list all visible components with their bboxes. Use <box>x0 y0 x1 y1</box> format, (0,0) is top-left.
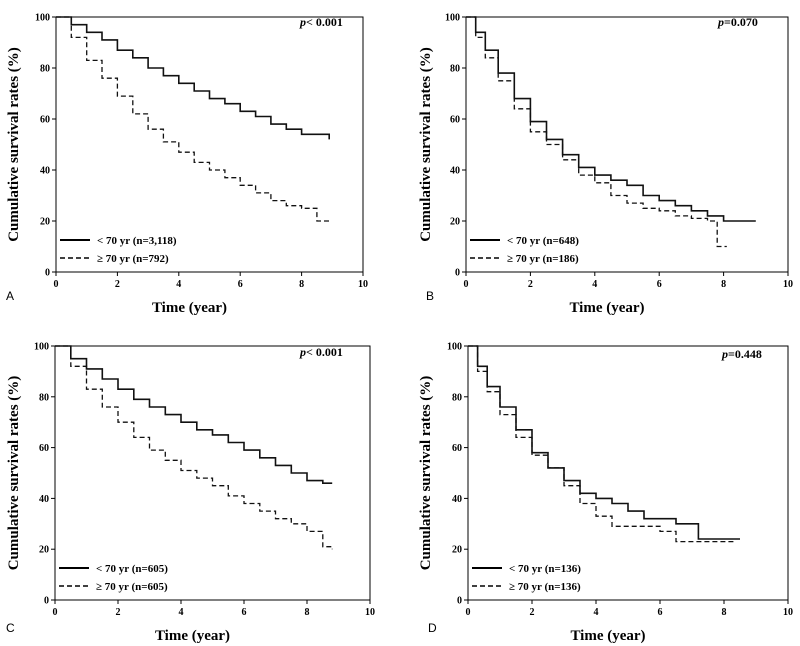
panel-a-series-over70-line <box>56 16 330 222</box>
panel-d-xtick-label: 0 <box>466 607 471 618</box>
panel-d-legend-label-2: ≥ 70 yr (n=136) <box>509 581 581 593</box>
panel-c-legend-label-1: < 70 yr (n=605) <box>96 563 168 575</box>
panel-a-x-axis-title: Time (year) <box>152 300 227 316</box>
panel-d-xtick-label: 6 <box>658 607 663 618</box>
panel-b-legend-label-2: ≥ 70 yr (n=186) <box>507 253 579 265</box>
panel-c: 0 20 40 60 80 100 0 2 4 6 8 10 Time (year) Cumulative… <box>6 342 375 645</box>
panel-a-xtick-label: 8 <box>299 279 304 290</box>
panel-c-ytick-label: 60 <box>39 443 49 454</box>
panel-d-series-under70-line <box>468 345 740 540</box>
panel-c-p-symbol: p <box>299 345 306 359</box>
panel-c-xtick-label: 8 <box>305 607 310 618</box>
panel-d-xtick-label: 8 <box>722 607 727 618</box>
panel-d-ytick-label: 20 <box>452 545 462 556</box>
panel-a-plot-frame <box>55 16 364 273</box>
panel-b-p-number: =0.070 <box>724 15 758 29</box>
panel-b-ytick-label: 100 <box>445 13 460 24</box>
panel-c-plot-frame <box>54 345 371 601</box>
panel-b-ytick-label: 0 <box>455 268 460 279</box>
panel-d-ytick-label: 40 <box>452 494 462 505</box>
panel-b-xtick-label: 4 <box>592 279 597 290</box>
panel-b-x-axis-title: Time (year) <box>569 300 644 316</box>
panel-b-p-symbol: p <box>717 15 724 29</box>
panel-b-ytick-label: 80 <box>450 64 460 75</box>
panel-c-x-axis-title: Time (year) <box>155 628 230 644</box>
panel-a-xtick-label: 10 <box>358 279 368 290</box>
panel-a-ytick-label: 60 <box>40 115 50 126</box>
panel-a-ytick-label: 0 <box>45 268 50 279</box>
panel-c-xtick-label: 4 <box>179 607 184 618</box>
panel-a-letter: A <box>6 289 14 303</box>
panel-b-legend-label-1: < 70 yr (n=648) <box>507 235 579 247</box>
panel-a-p-number: < 0.001 <box>306 15 343 29</box>
panel-c-ytick-label: 0 <box>44 596 49 607</box>
panel-c-series-over70-line <box>55 345 333 550</box>
panel-d-x-axis-title: Time (year) <box>570 628 645 644</box>
panel-d-ytick-label: 100 <box>447 342 462 353</box>
panel-d-p-value: p=0.448 <box>721 347 762 361</box>
panel-a-ytick-label: 80 <box>40 64 50 75</box>
panel-b: 0 20 40 60 80 100 0 2 4 6 8 10 Time (year) Cumulative… <box>418 13 793 317</box>
panel-b-ytick-label: 20 <box>450 217 460 228</box>
panel-d-xtick-label: 2 <box>530 607 535 618</box>
panel-d-legend-label-1: < 70 yr (n=136) <box>509 563 581 575</box>
panel-c-p-number: < 0.001 <box>306 345 343 359</box>
panel-d-p-symbol: p <box>721 347 728 361</box>
panel-b-xtick-label: 8 <box>721 279 726 290</box>
panel-b-ytick-label: 60 <box>450 115 460 126</box>
panel-b-xtick-label: 10 <box>783 279 793 290</box>
panel-c-legend-label-2: ≥ 70 yr (n=605) <box>96 581 168 593</box>
panel-b-plot-frame <box>465 16 789 273</box>
panel-d-xtick-label: 10 <box>783 607 793 618</box>
panel-c-ytick-label: 100 <box>34 342 49 353</box>
panel-a-xtick-label: 2 <box>115 279 120 290</box>
panel-b-xtick-label: 6 <box>657 279 662 290</box>
panel-a-y-axis-title: Cumulative survival rates (%) <box>6 47 22 242</box>
panel-d-y-axis-title: Cumulative survival rates (%) <box>418 376 434 571</box>
panel-b-letter: B <box>426 289 434 303</box>
panel-d-ytick-label: 0 <box>457 596 462 607</box>
panel-c-ytick-label: 80 <box>39 392 49 403</box>
panel-b-xtick-label: 2 <box>528 279 533 290</box>
panel-d-letter: D <box>428 621 437 635</box>
panel-d-ytick-label: 80 <box>452 392 462 403</box>
panel-a: 0 20 40 60 80 100 0 2 4 6 8 10 Time (year) Cumulative… <box>6 13 368 317</box>
panel-b-y-axis-title: Cumulative survival rates (%) <box>418 47 434 242</box>
panel-c-xtick-label: 2 <box>116 607 121 618</box>
panel-d: 0 20 40 60 80 100 0 2 4 6 8 10 Time (year) Cumulative… <box>418 342 793 645</box>
panel-b-ytick-label: 40 <box>450 166 460 177</box>
panel-c-xtick-label: 0 <box>53 607 58 618</box>
panel-a-ytick-label: 40 <box>40 166 50 177</box>
panel-a-p-value: p< 0.001 <box>299 15 343 29</box>
panel-a-xtick-label: 4 <box>176 279 181 290</box>
panel-b-xtick-label: 0 <box>464 279 469 290</box>
panel-a-legend-label-1: < 70 yr (n=3,118) <box>97 235 177 247</box>
panel-d-xtick-label: 4 <box>594 607 599 618</box>
panel-a-xtick-label: 0 <box>54 279 59 290</box>
panel-d-series-over70-line <box>468 345 734 543</box>
panel-a-xtick-label: 6 <box>238 279 243 290</box>
panel-c-series-under70-line <box>55 345 333 484</box>
panel-d-plot-frame <box>467 345 789 601</box>
panel-a-series-under70-line <box>56 16 330 140</box>
panel-d-p-number: =0.448 <box>728 347 762 361</box>
panel-c-xtick-label: 10 <box>365 607 375 618</box>
panel-b-series-under70-line <box>466 16 756 222</box>
panel-c-ytick-label: 20 <box>39 545 49 556</box>
panel-b-p-value: p=0.070 <box>717 15 758 29</box>
panel-c-ytick-label: 40 <box>39 494 49 505</box>
panel-a-ytick-label: 100 <box>35 13 50 24</box>
panel-a-p-symbol: p <box>299 15 306 29</box>
panel-c-xtick-label: 6 <box>242 607 247 618</box>
panel-c-p-value: p< 0.001 <box>299 345 343 359</box>
panel-a-ytick-label: 20 <box>40 217 50 228</box>
panel-b-series-over70-line <box>466 16 727 248</box>
panel-d-ytick-label: 60 <box>452 443 462 454</box>
panel-c-y-axis-title: Cumulative survival rates (%) <box>6 376 22 571</box>
panel-a-legend-label-2: ≥ 70 yr (n=792) <box>97 253 169 265</box>
panel-c-letter: C <box>6 621 15 635</box>
